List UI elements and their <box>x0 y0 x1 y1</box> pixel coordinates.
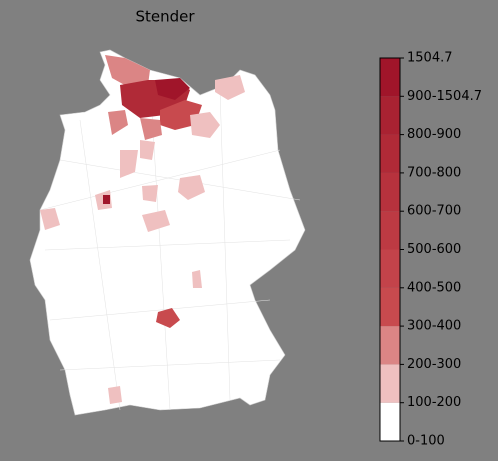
colorbar-label: 700-800 <box>407 165 461 180</box>
region <box>192 270 202 288</box>
region <box>140 118 162 140</box>
region <box>155 78 190 100</box>
region <box>103 195 110 204</box>
region <box>120 150 138 178</box>
colorbar-label: 1504.7 <box>407 51 453 66</box>
region <box>190 112 220 138</box>
colorbar-segment <box>380 364 400 403</box>
region <box>105 55 150 88</box>
region <box>108 386 122 404</box>
colorbar-label: 0-100 <box>407 434 445 449</box>
colorbar: 0-100 100-200 200-300 300-400 400-500 500-600… <box>379 51 482 449</box>
region <box>40 208 60 230</box>
germany-outline <box>29 49 306 416</box>
colorbar-segment <box>380 249 400 288</box>
region <box>142 185 158 202</box>
colorbar-label: 100-200 <box>407 395 461 410</box>
colorbar-segment <box>380 134 400 173</box>
region <box>142 210 170 232</box>
colorbar-segment <box>380 211 400 250</box>
germany-map <box>29 49 306 416</box>
colorbar-label: 300-400 <box>407 319 461 334</box>
region <box>215 75 245 100</box>
colorbar-segment <box>380 96 400 135</box>
colorbar-segment <box>380 58 400 97</box>
colorbar-label: 500-600 <box>407 242 461 257</box>
region <box>156 308 180 328</box>
colorbar-label: 600-700 <box>407 204 461 219</box>
colorbar-segment <box>380 326 400 365</box>
colorbar-label: 400-500 <box>407 280 461 295</box>
map-title: Stender <box>135 8 195 26</box>
region <box>178 175 205 200</box>
colorbar-label: 900-1504.7 <box>407 89 482 104</box>
colorbar-segment <box>380 287 400 327</box>
region <box>140 140 155 160</box>
colorbar-segment <box>380 402 400 441</box>
colorbar-label: 200-300 <box>407 357 461 372</box>
colorbar-label: 800-900 <box>407 127 461 142</box>
region <box>108 110 128 135</box>
colorbar-segment <box>380 172 400 212</box>
